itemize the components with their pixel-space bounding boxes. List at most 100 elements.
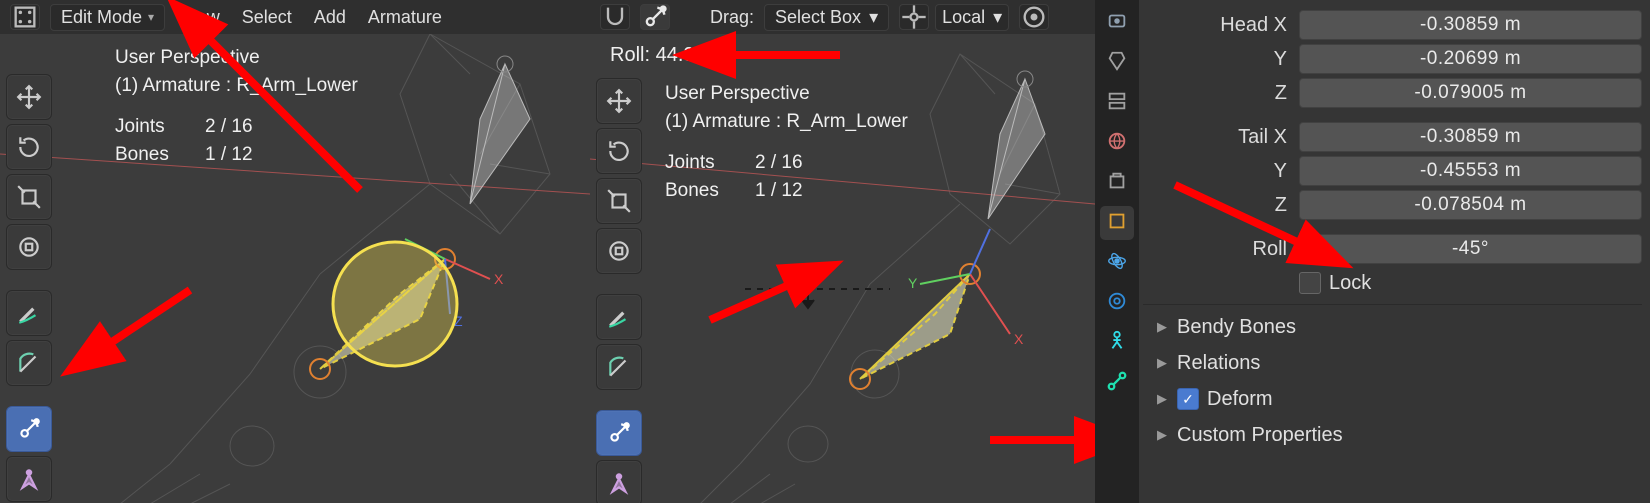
tail-y-label: Y (1143, 160, 1293, 183)
tail-x-field[interactable]: -0.30859 m (1299, 122, 1642, 152)
joints-value: 2 / 16 (755, 149, 908, 177)
joints-value: 2 / 16 (205, 113, 358, 141)
scale-tool[interactable] (596, 178, 642, 224)
overlay-line2: (1) Armature : R_Arm_Lower (665, 108, 908, 136)
viewport-mid[interactable]: X Y Roll: 44.94 User Perspectiv (590, 34, 1095, 503)
svg-text:X: X (494, 271, 504, 287)
annotate-tool[interactable] (596, 294, 642, 340)
pivot-icon[interactable] (1019, 4, 1049, 30)
orientation-icon (899, 4, 929, 30)
measure-tool[interactable] (6, 340, 52, 386)
world-tab[interactable] (1100, 166, 1134, 200)
bone-extrude-tool[interactable] (596, 460, 642, 503)
armature-tab[interactable] (1100, 326, 1134, 360)
tail-z-label: Z (1143, 194, 1293, 217)
overlay-info-mid: User Perspective (1) Armature : R_Arm_Lo… (665, 80, 908, 204)
view-layer-tab[interactable] (1100, 86, 1134, 120)
tail-y-field[interactable]: -0.45553 m (1299, 156, 1642, 186)
bone-properties: Head X -0.30859 m Y -0.20699 m Z -0.0790… (1139, 0, 1650, 503)
bones-label: Bones (665, 177, 755, 205)
disclosure-triangle-icon: ▶ (1155, 391, 1169, 407)
bone-extrude-tool[interactable] (6, 456, 52, 502)
head-y-field[interactable]: -0.20699 m (1299, 44, 1642, 74)
section-custom-label: Custom Properties (1177, 424, 1343, 447)
section-relations-label: Relations (1177, 352, 1260, 375)
menu-select[interactable]: Select (236, 5, 298, 30)
header-mid: Drag: Select Box ▾ Local ▾ (590, 0, 1095, 35)
drag-label: Drag: (710, 7, 754, 28)
measure-tool[interactable] (596, 344, 642, 390)
head-z-field[interactable]: -0.079005 m (1299, 78, 1642, 108)
tail-z-field[interactable]: -0.078504 m (1299, 190, 1642, 220)
move-tool[interactable] (596, 78, 642, 124)
scale-tool[interactable] (6, 174, 52, 220)
properties-panel: Head X -0.30859 m Y -0.20699 m Z -0.0790… (1095, 0, 1650, 503)
scene-tab[interactable] (1100, 126, 1134, 160)
bone-roll-tool[interactable] (596, 410, 642, 456)
properties-tabs (1095, 0, 1139, 503)
menu-view[interactable]: View (175, 5, 226, 30)
deform-checkbox[interactable] (1177, 388, 1199, 410)
roll-readout: Roll: 44.94 (610, 44, 706, 67)
bones-value: 1 / 12 (755, 177, 908, 205)
tail-x-label: Tail X (1143, 126, 1293, 149)
disclosure-triangle-icon: ▶ (1155, 319, 1169, 335)
overlay-line1: User Perspective (115, 44, 358, 72)
move-tool[interactable] (6, 74, 52, 120)
lock-checkbox-row[interactable]: Lock (1143, 266, 1642, 300)
bones-label: Bones (115, 141, 205, 169)
roll-tool-header-icon[interactable] (640, 4, 670, 30)
roll-prop-field[interactable]: -45° (1299, 234, 1642, 264)
rotate-tool[interactable] (596, 128, 642, 174)
svg-text:X: X (1014, 331, 1024, 347)
head-z-label: Z (1143, 82, 1293, 105)
svg-text:Y: Y (908, 275, 918, 291)
section-relations[interactable]: ▶ Relations (1143, 345, 1642, 381)
orientation-dropdown[interactable]: Local ▾ (899, 4, 1009, 31)
chevron-down-icon: ▾ (993, 7, 1002, 28)
toolbar-left (6, 74, 52, 503)
viewport-left[interactable]: X Z User Perspective (1) Armature : R_Ar… (0, 34, 590, 503)
section-bendy-bones[interactable]: ▶ Bendy Bones (1143, 309, 1642, 345)
head-x-field[interactable]: -0.30859 m (1299, 10, 1642, 40)
drag-mode-value: Select Box (775, 7, 861, 28)
transform-tool[interactable] (596, 228, 642, 274)
roll-prop-label: Roll (1143, 238, 1293, 261)
disclosure-triangle-icon: ▶ (1155, 355, 1169, 371)
drag-mode-dropdown[interactable]: Select Box ▾ (764, 4, 889, 31)
chevron-down-icon: ▾ (148, 10, 154, 24)
menu-add[interactable]: Add (308, 5, 352, 30)
output-tab[interactable] (1100, 46, 1134, 80)
lock-checkbox[interactable] (1299, 272, 1321, 294)
head-y-label: Y (1143, 48, 1293, 71)
roll-readout-label: Roll: (610, 44, 650, 66)
bones-value: 1 / 12 (205, 141, 358, 169)
overlay-info-left: User Perspective (1) Armature : R_Arm_Lo… (115, 44, 358, 168)
editor-type-icon[interactable] (10, 4, 40, 30)
section-custom-props[interactable]: ▶ Custom Properties (1143, 417, 1642, 453)
physics-tab[interactable] (1100, 246, 1134, 280)
chevron-down-icon: ▾ (869, 7, 878, 28)
render-tab[interactable] (1100, 6, 1134, 40)
section-bendy-label: Bendy Bones (1177, 316, 1296, 339)
snap-icon[interactable] (600, 4, 630, 30)
viewport-left-panel: Edit Mode ▾ View Select Add Armature (0, 0, 590, 503)
bone-roll-tool[interactable] (6, 406, 52, 452)
object-tab[interactable] (1100, 206, 1134, 240)
menu-armature[interactable]: Armature (362, 5, 448, 30)
overlay-line1: User Perspective (665, 80, 908, 108)
mode-dropdown[interactable]: Edit Mode ▾ (50, 4, 165, 31)
constraint-tab[interactable] (1100, 286, 1134, 320)
joints-label: Joints (665, 149, 755, 177)
viewport-mid-panel: Drag: Select Box ▾ Local ▾ (590, 0, 1095, 503)
header-left: Edit Mode ▾ View Select Add Armature (0, 0, 590, 35)
section-deform[interactable]: ▶ Deform (1143, 381, 1642, 417)
joints-label: Joints (115, 113, 205, 141)
transform-tool[interactable] (6, 224, 52, 270)
toolbar-mid (596, 78, 642, 503)
annotate-tool[interactable] (6, 290, 52, 336)
overlay-line2: (1) Armature : R_Arm_Lower (115, 72, 358, 100)
rotate-tool[interactable] (6, 124, 52, 170)
bone-tab[interactable] (1100, 366, 1134, 400)
head-x-label: Head X (1143, 14, 1293, 37)
